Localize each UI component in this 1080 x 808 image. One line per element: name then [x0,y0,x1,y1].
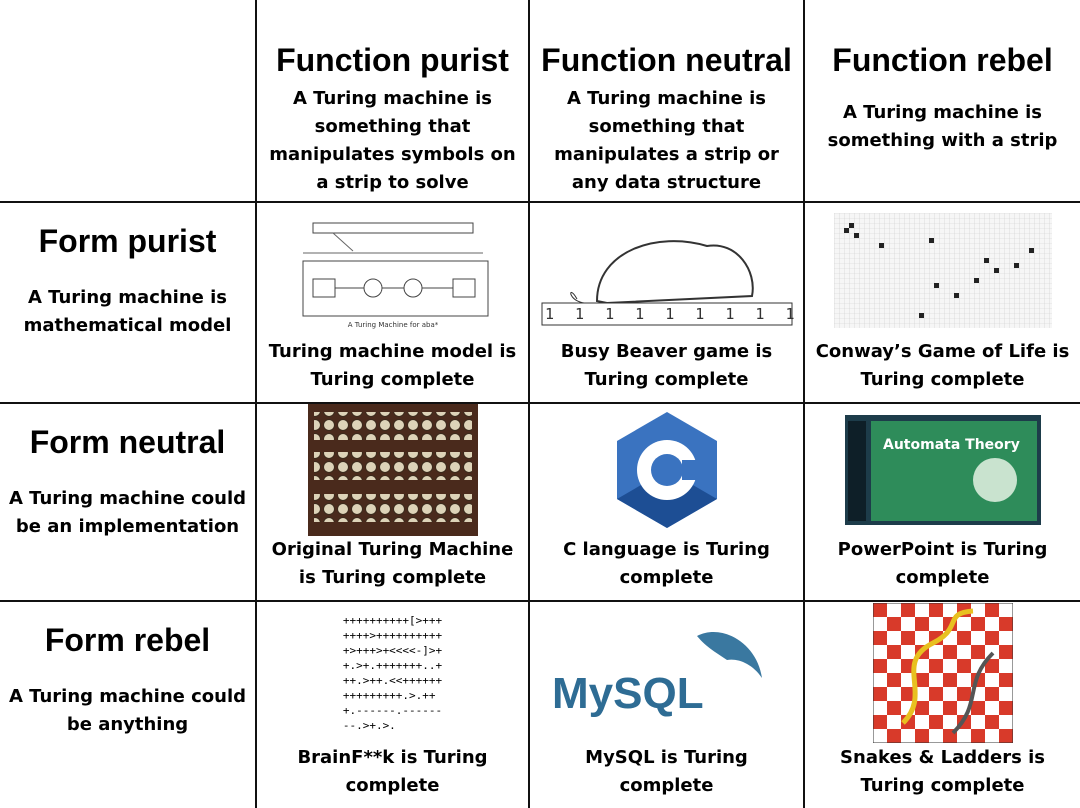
code-line: +.------.------ [342,704,443,717]
cell: Original Turing Machine is Turing comple… [257,404,528,600]
code-line: ++++++++++[>+++ [342,614,443,627]
column-description: A Turing machine is something with a str… [827,102,1058,151]
caption: BrainF**k is Turing complete [297,747,488,796]
cell: ++++++++++[>+++ ++++>++++++++++ +>+++>+<<<… [257,602,528,808]
cell: A Turing Machine for aba* Turing machine… [257,203,528,402]
code-line: ++.>++.<<++++++ [342,674,443,687]
slide-title: Automata Theory [883,437,1020,453]
caption: Original Turing Machine is Turing comple… [271,539,514,588]
row-header: Form neutral A Turing machine could be an… [0,404,255,600]
row-title: Form rebel [44,622,211,658]
column-header: Function neutral A Turing machine is some… [530,0,803,201]
code-line: --.>+.>. [342,719,396,732]
snakes-board [872,603,1013,743]
column-header: Function purist A Turing machine is somet… [257,0,528,201]
cell: Snakes & Ladders is Turing complete [805,602,1080,808]
column-description: A Turing machine is something that manip… [554,88,779,193]
life-grid [833,213,1052,328]
code-line: ++++>++++++++++ [342,629,443,642]
caption: PowerPoint is Turing complete [837,539,1048,588]
column-title: Function purist [276,42,509,78]
code-block: ++++++++++[>+++ ++++>++++++++++ +>+++>+<<<… [343,613,442,733]
corner [0,0,255,201]
caption: Busy Beaver game is Turing complete [560,341,773,390]
code-line: +>+++>+<<<<-]>+ [342,644,443,657]
row-description: A Turing machine could be an implementat… [8,488,247,537]
column-title: Function neutral [541,42,792,78]
column-title: Function rebel [832,42,1053,78]
caption: Conway’s Game of Life is Turing complete [815,341,1070,390]
column-description: A Turing machine is something that manip… [269,88,516,201]
cell: Conway’s Game of Life is Turing complete [805,203,1080,402]
state-diagram: A Turing Machine for aba* [302,222,488,329]
powerpoint-screenshot: Automata Theory [844,415,1041,525]
logo-text: MySQL [552,669,704,718]
caption: C language is Turing complete [563,539,770,588]
c-logo [616,412,717,528]
caption: Turing machine model is Turing complete [268,341,517,390]
row-title: Form purist [38,223,217,259]
caption: MySQL is Turing complete [585,747,748,796]
tape: 1 1 1 1 1 1 1 1 1 [545,305,797,323]
row-description: A Turing machine is mathematical model [23,287,232,336]
row-header: Form purist A Turing machine is mathemati… [0,203,255,402]
column-header: Function rebel A Turing machine is someth… [805,0,1080,201]
row-header: Form rebel A Turing machine could be anyt… [0,602,255,808]
code-line: +.>+.+++++++..+ [342,659,443,672]
image-caption: A Turing Machine for aba* [347,321,438,329]
cell: C language is Turing complete [530,404,803,600]
mysql-logo: MySQL [552,632,762,718]
cell: Automata Theory PowerPoint is Turing com… [805,404,1080,600]
code-line: +++++++++.>.++ [342,689,436,702]
row-description: A Turing machine could be anything [8,686,247,735]
beaver: 1 1 1 1 1 1 1 1 1 [541,239,797,325]
caption: Snakes & Ladders is Turing complete [840,747,1045,796]
cell: 1 1 1 1 1 1 1 1 1 Busy Beaver game is Tu… [530,203,803,402]
bombe-photo [307,404,478,536]
row-title: Form neutral [29,424,226,460]
cell: MySQL MySQL is Turing complete [530,602,803,808]
